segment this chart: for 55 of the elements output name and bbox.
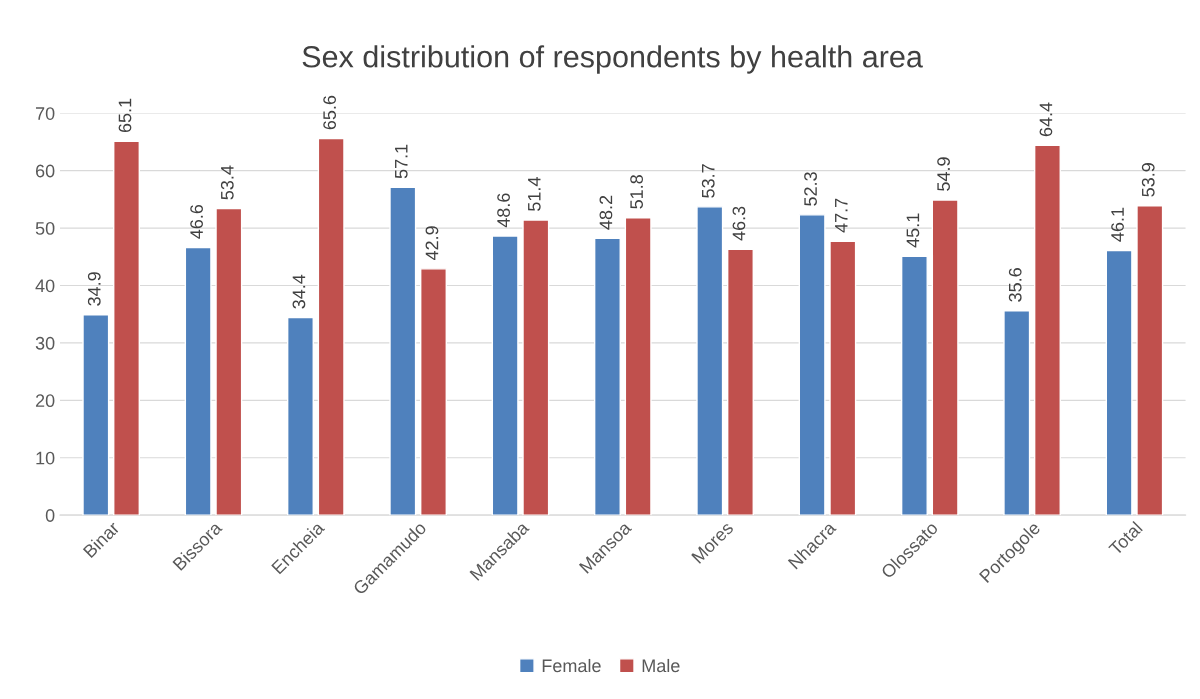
y-tick-label: 60 xyxy=(35,164,55,178)
data-label: 51.8 xyxy=(630,175,643,209)
bar xyxy=(726,248,754,516)
data-label: 47.7 xyxy=(835,198,848,233)
bar xyxy=(624,217,652,516)
data-label: 46.3 xyxy=(732,206,746,241)
bar xyxy=(522,219,550,516)
bar xyxy=(798,214,826,516)
y-tick-label: 50 xyxy=(35,222,55,235)
bar xyxy=(286,316,314,516)
data-label: 54.9 xyxy=(937,157,950,191)
bar xyxy=(113,140,140,516)
bar xyxy=(829,240,857,516)
bar xyxy=(215,207,243,516)
bar xyxy=(420,268,447,516)
y-tick-label: 30 xyxy=(35,336,55,350)
bar xyxy=(696,206,724,516)
data-label: 34.4 xyxy=(292,274,306,309)
chart-title: Sex distribution of respondents by health area xyxy=(302,45,923,74)
bar xyxy=(389,186,417,516)
y-tick-label: 70 xyxy=(35,107,55,120)
data-label: 53.4 xyxy=(220,165,234,200)
data-label: 65.6 xyxy=(323,95,337,130)
data-label: 45.1 xyxy=(906,213,920,248)
bar xyxy=(1003,310,1031,516)
bar xyxy=(900,255,928,516)
data-label: 48.6 xyxy=(497,193,510,228)
y-tick-label: 20 xyxy=(35,394,55,408)
bar xyxy=(317,137,345,516)
bar xyxy=(82,314,110,516)
bar xyxy=(491,235,519,516)
data-label: 51.4 xyxy=(528,177,541,211)
data-label: 34.9 xyxy=(87,272,101,306)
bar xyxy=(184,246,212,516)
bar xyxy=(1136,204,1164,516)
data-label: 35.6 xyxy=(1008,268,1022,302)
bar xyxy=(1105,249,1133,516)
data-label: 48.2 xyxy=(599,195,613,230)
data-label: 53.9 xyxy=(1141,163,1155,197)
bar xyxy=(931,199,959,516)
data-label: 53.7 xyxy=(701,164,715,198)
data-label: 46.6 xyxy=(190,204,203,239)
data-label: 52.3 xyxy=(804,172,817,206)
data-label: 57.1 xyxy=(395,144,408,179)
data-label: 64.4 xyxy=(1039,102,1053,137)
y-tick-label: 0 xyxy=(45,509,55,522)
bar xyxy=(593,237,621,516)
bar xyxy=(1033,144,1061,516)
y-tick-label: 40 xyxy=(35,279,55,293)
data-label: 42.9 xyxy=(425,226,439,261)
data-label: 65.1 xyxy=(118,98,132,133)
data-label: 46.1 xyxy=(1111,207,1124,242)
legend-label: Female xyxy=(542,658,601,673)
y-tick-label: 10 xyxy=(36,451,55,465)
legend-label: Male xyxy=(642,658,680,673)
